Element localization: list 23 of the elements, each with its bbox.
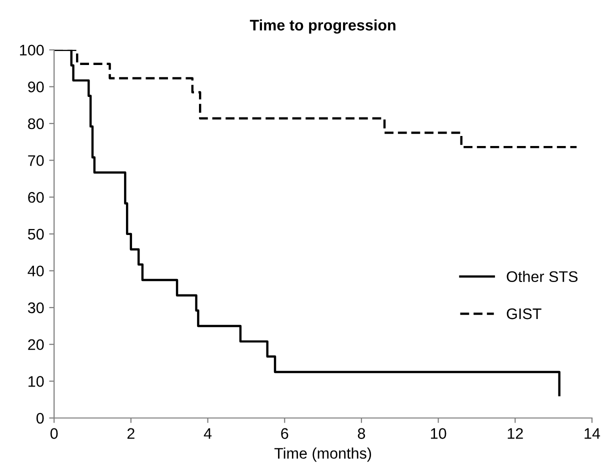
y-tick-label: 70 — [28, 155, 44, 166]
y-tick-label: 80 — [28, 118, 44, 130]
x-tick-label: 8 — [358, 428, 366, 439]
x-tick-label: 10 — [430, 428, 446, 439]
y-tick-label: 40 — [28, 266, 44, 276]
x-tick-label: 12 — [508, 428, 523, 439]
y-tick-label: 90 — [28, 82, 44, 92]
x-tick-label: 14 — [584, 428, 600, 439]
y-tick-label: 50 — [28, 228, 44, 240]
y-tick-label: 20 — [28, 339, 44, 350]
x-tick-label: 2 — [127, 428, 134, 439]
chart-title: Time to progression — [250, 19, 396, 34]
legend-label: GIST — [506, 308, 542, 320]
x-tick-label: 6 — [281, 428, 288, 439]
x-tick-label: 4 — [204, 428, 212, 439]
y-tick-label: 60 — [28, 192, 44, 203]
y-tick-label: 0 — [36, 412, 44, 424]
x-axis-title: Time (months) — [274, 448, 372, 462]
x-tick-label: 0 — [50, 428, 58, 439]
legend-label: Other STS — [506, 270, 578, 282]
y-tick-label: 100 — [20, 44, 44, 56]
y-tick-label: 10 — [28, 376, 44, 387]
y-tick-label: 30 — [28, 302, 44, 314]
